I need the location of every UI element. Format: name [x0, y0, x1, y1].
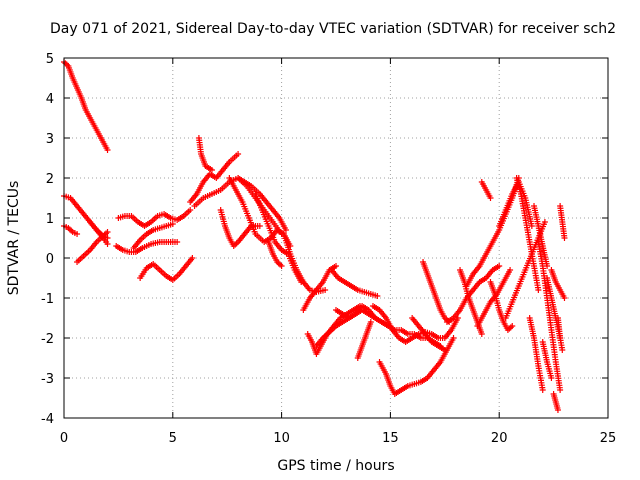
data-point	[374, 293, 381, 299]
data-point	[539, 387, 546, 393]
data-point	[104, 241, 111, 247]
data-point	[541, 219, 548, 225]
plot-frame	[63, 57, 609, 419]
x-tick-label: 15	[382, 431, 399, 446]
data-point	[559, 347, 566, 353]
data-point	[174, 239, 181, 245]
y-axis-label: SDTVAR / TECUs	[6, 181, 22, 296]
data-point	[189, 255, 196, 261]
x-axis-label: GPS time / hours	[277, 458, 394, 474]
grid-lines	[64, 58, 608, 418]
data-point	[554, 407, 561, 413]
data-point	[278, 263, 285, 269]
chart-title: Day 071 of 2021, Sidereal Day-to-day VTE…	[50, 21, 616, 37]
data-point	[496, 263, 503, 269]
y-tick-label: 5	[46, 52, 54, 67]
y-tick-label: 3	[46, 132, 54, 147]
data-point	[450, 335, 457, 341]
y-tick-label: 1	[46, 212, 54, 227]
y-tick-label: -3	[41, 372, 54, 387]
y-tick-label: 0	[46, 252, 54, 267]
data-point	[187, 207, 194, 213]
data-point	[487, 195, 494, 201]
data-point	[104, 229, 111, 235]
data-point	[208, 167, 215, 173]
data-point	[478, 331, 485, 337]
x-tick-label: 20	[491, 431, 508, 446]
data-point	[322, 287, 329, 293]
x-tick-label: 10	[273, 431, 290, 446]
data-point	[509, 323, 516, 329]
data-point	[528, 223, 535, 229]
data-point	[256, 223, 263, 229]
x-tick-label: 5	[169, 431, 177, 446]
data-point	[367, 319, 374, 325]
data-points	[61, 59, 568, 413]
data-point	[561, 235, 568, 241]
y-tick-label: -4	[41, 412, 54, 427]
data-point	[333, 263, 339, 269]
y-tick-label: -1	[41, 292, 54, 307]
x-tick-label: 25	[600, 431, 617, 446]
data-point	[235, 151, 242, 157]
data-point	[104, 147, 111, 153]
data-point	[561, 295, 568, 301]
y-tick-label: -2	[41, 332, 54, 347]
data-point	[557, 387, 564, 393]
data-point	[507, 267, 514, 273]
y-tick-label: 2	[46, 172, 54, 187]
data-point	[169, 221, 176, 227]
x-tick-label: 0	[60, 431, 68, 446]
y-tick-label: 4	[46, 92, 54, 107]
data-point	[548, 375, 555, 381]
data-point	[74, 231, 81, 237]
axis-ticks: 0 5 10 15 20 25 -4 -3 -2 -1 0 1 2 3 4 5	[41, 52, 616, 446]
data-point	[282, 227, 289, 233]
data-point	[535, 287, 542, 293]
data-point	[441, 347, 448, 353]
